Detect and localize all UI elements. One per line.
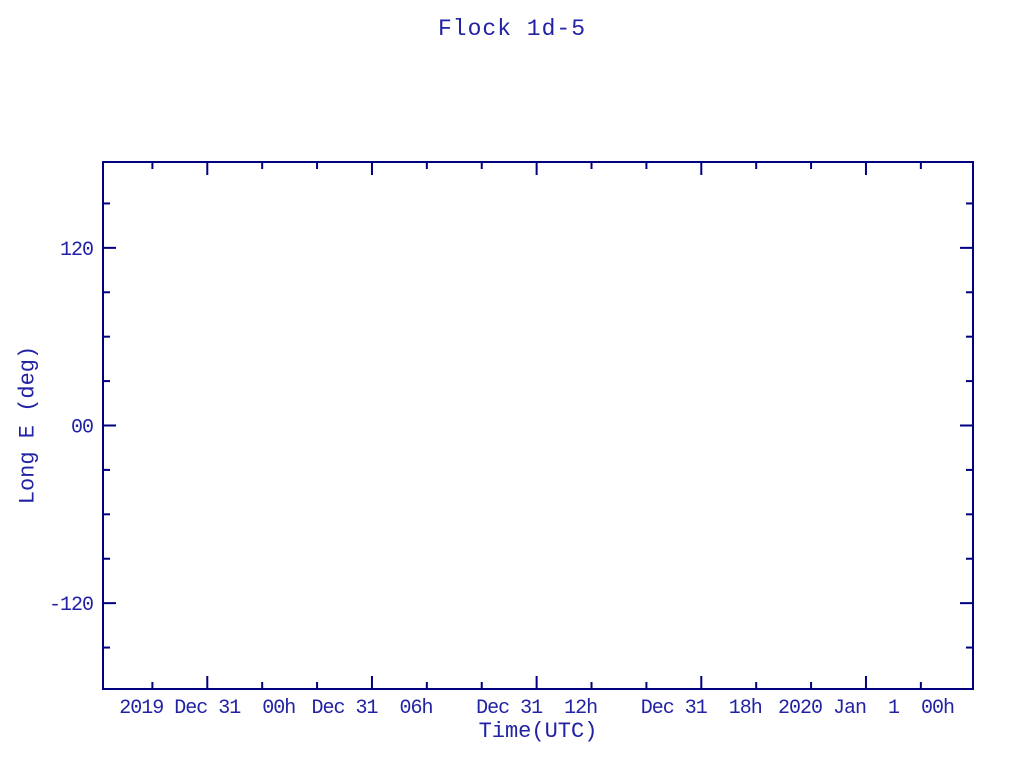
- x-tick-label: Dec 31 18h: [641, 697, 762, 720]
- x-tick-label: 2020 Jan 1 00h: [778, 697, 954, 720]
- y-axis-title: Long E (deg): [15, 345, 41, 505]
- x-tick-label: 2019 Dec 31 00h: [119, 697, 295, 720]
- chart-title: Flock 1d-5: [437, 16, 587, 42]
- y-tick-label: 00: [71, 417, 93, 440]
- plot-frame: [102, 161, 974, 690]
- x-tick-label: Dec 31 12h: [476, 697, 597, 720]
- y-tick-label: -120: [49, 594, 93, 617]
- y-tick-label: 120: [60, 239, 93, 262]
- x-tick-label: Dec 31 06h: [311, 697, 432, 720]
- x-axis-title: Time(UTC): [478, 719, 598, 744]
